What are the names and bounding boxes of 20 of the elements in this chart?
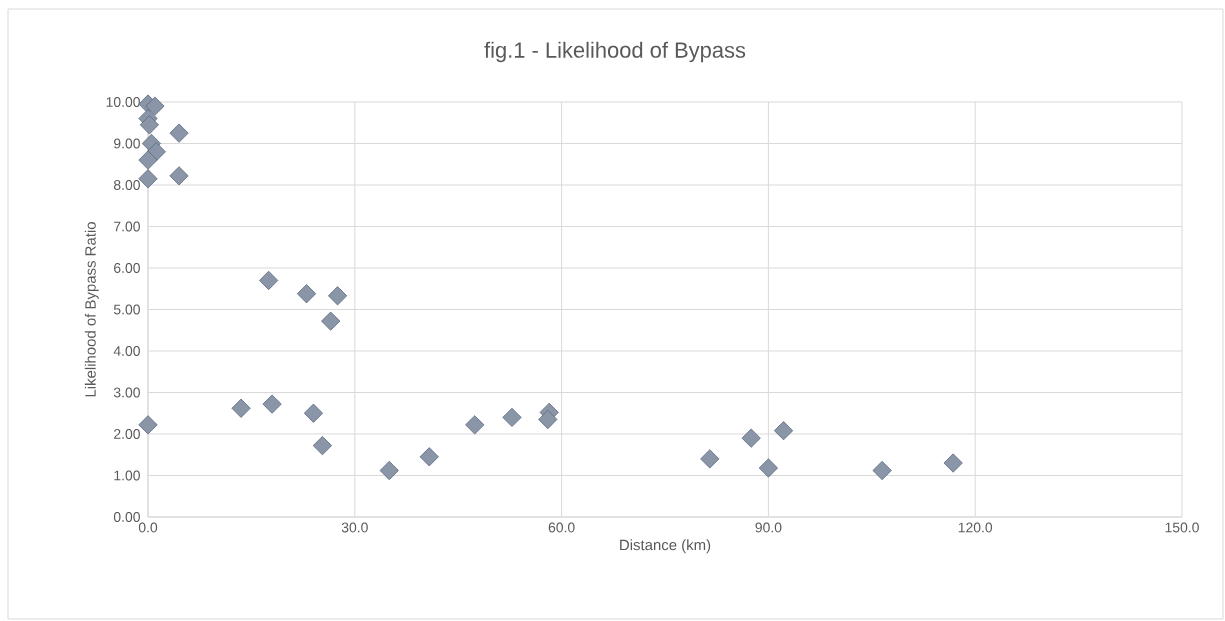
x-axis-title: Distance (km) [620, 539, 711, 554]
x-tick-label: 90.0 [755, 522, 782, 533]
y-tick-label: 6.00 [114, 263, 140, 273]
x-tick-label: 150.0 [1165, 522, 1199, 533]
y-tick-label: 5.00 [113, 304, 140, 315]
x-tick-label: 30.0 [341, 522, 368, 533]
y-tick-label: 8.00 [113, 180, 140, 190]
x-tick-label: 0.0 [138, 522, 158, 533]
y-tick-label: 0.00 [113, 512, 140, 522]
chart-title: fig.1 - Likelihood of Bypass [484, 41, 746, 63]
y-tick-label: 2.00 [114, 429, 140, 439]
y-axis-title: Likelihood of Bypass Ratio [84, 222, 99, 397]
y-tick-label: 10.00 [106, 97, 140, 107]
x-tick-label: 120.0 [958, 522, 993, 533]
y-tick-label: 4.00 [113, 346, 140, 356]
y-tick-label: 3.00 [113, 387, 140, 398]
y-tick-label: 7.00 [114, 221, 140, 232]
y-tick-label: 1.00 [114, 470, 140, 481]
y-tick-label: 9.00 [114, 138, 140, 149]
x-tick-label: 60.0 [548, 522, 575, 533]
